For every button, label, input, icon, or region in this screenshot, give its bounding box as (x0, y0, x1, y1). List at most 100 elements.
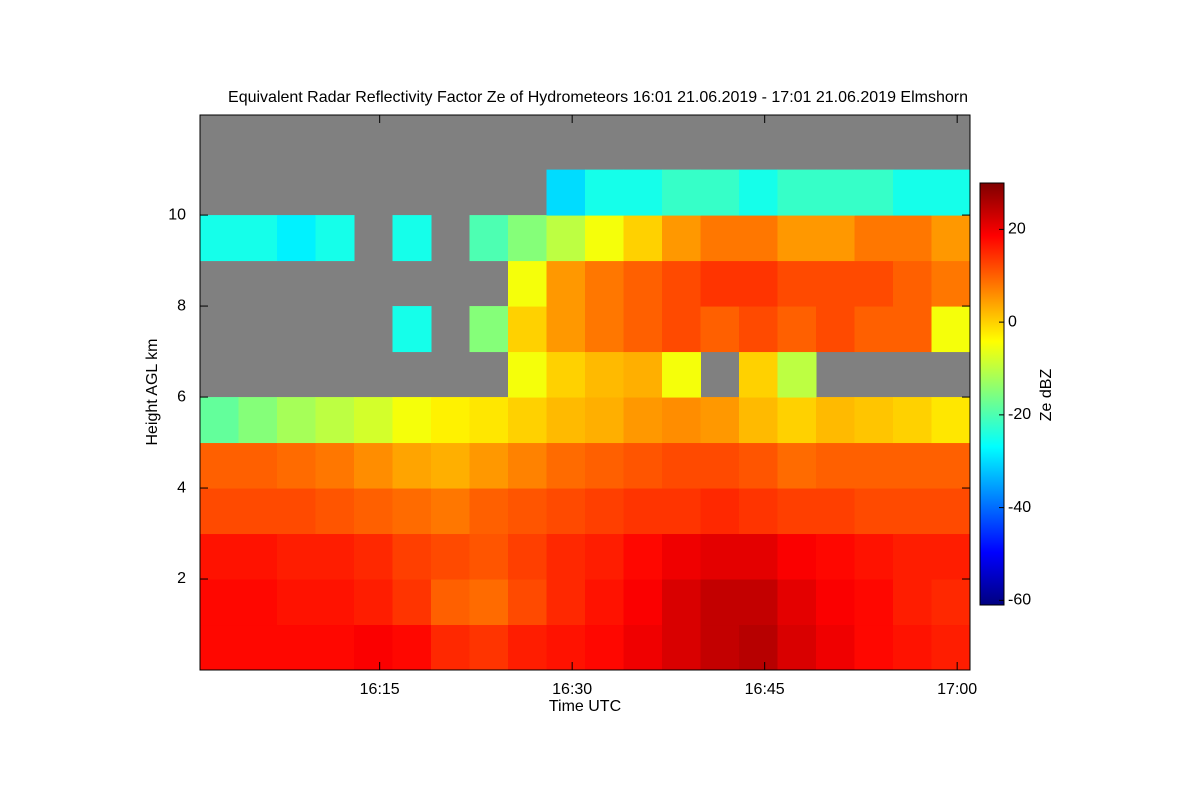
cell (392, 215, 432, 262)
cell (931, 579, 971, 626)
cell (931, 215, 971, 262)
cell (739, 306, 778, 353)
cell (277, 579, 316, 626)
cell (623, 442, 663, 489)
cell (277, 533, 316, 580)
cell (662, 624, 701, 671)
cell (546, 215, 586, 262)
cell (662, 215, 701, 262)
cell (854, 306, 894, 353)
cell (431, 624, 470, 671)
cell (469, 442, 509, 489)
cell (277, 624, 316, 671)
cell (700, 306, 740, 353)
cell (623, 624, 663, 671)
cell (816, 533, 855, 580)
cell (354, 442, 393, 489)
cell (777, 169, 817, 216)
cell (508, 397, 547, 444)
cell (816, 488, 855, 535)
y-tick-label: 4 (177, 479, 186, 496)
cell (315, 397, 355, 444)
cell (893, 624, 932, 671)
cell (662, 169, 701, 216)
cell (354, 579, 393, 626)
cell (546, 306, 586, 353)
colorbar-tick-label: -60 (1008, 592, 1031, 609)
cell (238, 579, 278, 626)
cell (739, 533, 778, 580)
cell (931, 624, 971, 671)
colorbar-tick-label: 20 (1008, 221, 1026, 238)
cell (854, 260, 894, 307)
cell (816, 260, 855, 307)
cell (546, 351, 586, 398)
cell (777, 397, 817, 444)
cell (469, 488, 509, 535)
cell (431, 533, 470, 580)
cell (585, 260, 624, 307)
cell (931, 488, 971, 535)
cell (854, 579, 894, 626)
cell (585, 442, 624, 489)
x-tick-label: 16:30 (552, 681, 592, 698)
cell (662, 397, 701, 444)
cell (585, 397, 624, 444)
cell (238, 533, 278, 580)
cell (700, 397, 740, 444)
cell (777, 533, 817, 580)
cell (623, 351, 663, 398)
cell (893, 442, 932, 489)
cell (200, 397, 239, 444)
cell (623, 579, 663, 626)
cell (469, 397, 509, 444)
cell (585, 306, 624, 353)
plot-frame (199, 114, 971, 671)
cell (392, 533, 432, 580)
cell (354, 624, 393, 671)
cell (662, 533, 701, 580)
cell (277, 442, 316, 489)
x-tick-label: 17:00 (937, 681, 977, 698)
cell (508, 624, 547, 671)
cell (662, 442, 701, 489)
cell (700, 579, 740, 626)
cell (662, 351, 701, 398)
cell (392, 306, 432, 353)
cell (777, 624, 817, 671)
cell (354, 533, 393, 580)
cell (893, 488, 932, 535)
cell (854, 215, 894, 262)
cell (893, 215, 932, 262)
cell (931, 260, 971, 307)
cell (392, 624, 432, 671)
cell (200, 624, 239, 671)
cell (623, 215, 663, 262)
cell (238, 442, 278, 489)
cell (238, 215, 278, 262)
cell (277, 215, 316, 262)
cell (777, 579, 817, 626)
cell (893, 169, 932, 216)
cell (931, 306, 971, 353)
cell (508, 306, 547, 353)
chart-title: Equivalent Radar Reflectivity Factor Ze … (228, 89, 968, 106)
cell (662, 306, 701, 353)
cell (700, 260, 740, 307)
cell (200, 442, 239, 489)
cell (623, 488, 663, 535)
cell (931, 169, 971, 216)
cell (508, 533, 547, 580)
cell (392, 442, 432, 489)
cell (931, 397, 971, 444)
cell (700, 215, 740, 262)
colorbar-label: Ze dBZ (1038, 369, 1055, 422)
cell (739, 488, 778, 535)
cell (816, 579, 855, 626)
cell (854, 533, 894, 580)
x-axis-label: Time UTC (549, 698, 621, 715)
cell (546, 169, 586, 216)
cell (508, 488, 547, 535)
